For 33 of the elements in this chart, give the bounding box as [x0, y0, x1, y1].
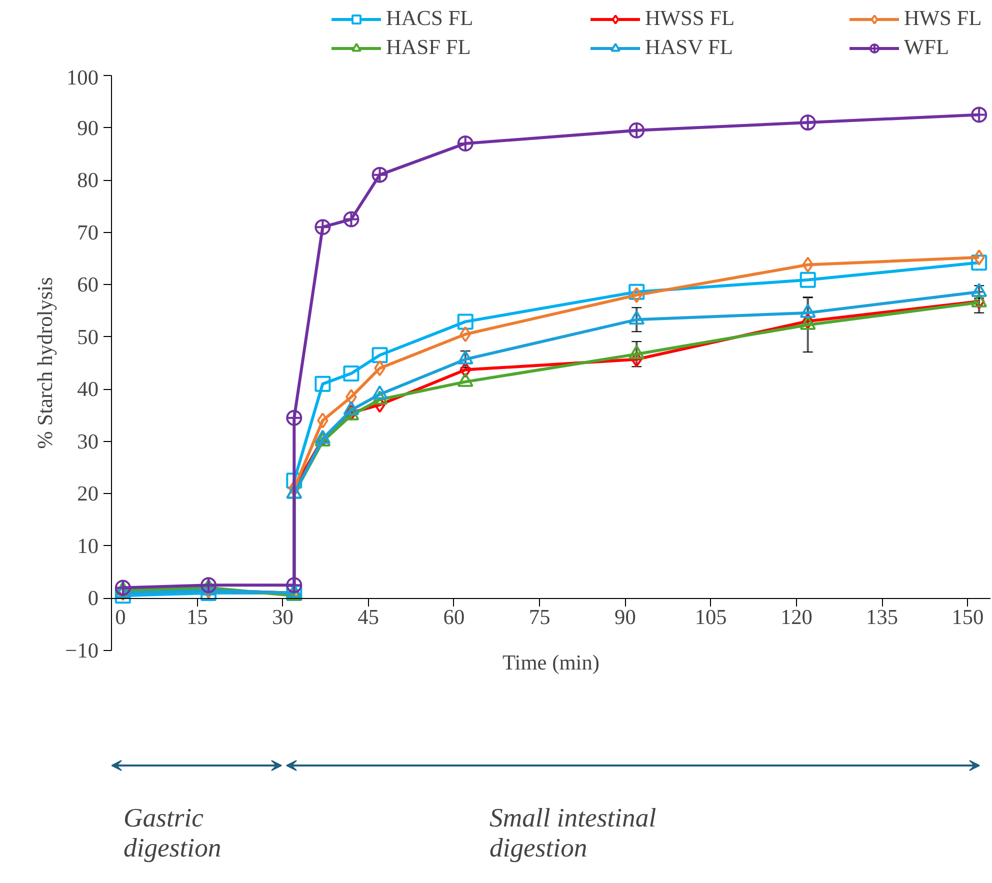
x-tick-label: 90 [614, 605, 636, 630]
y-tick-label: −10 [65, 638, 99, 662]
y-tick-label: 90 [77, 116, 98, 140]
legend-label: HWS FL [904, 6, 983, 31]
y-tick-label: 40 [77, 377, 98, 402]
legend-label: WFL [904, 35, 950, 60]
legend-label: HWSS FL [645, 6, 736, 31]
y-tick-label: 30 [77, 429, 98, 454]
y-tick-label: 0 [88, 586, 99, 610]
y-tick-label: 60 [77, 272, 98, 297]
y-tick-label: 100 [66, 66, 99, 90]
y-tick-label: 10 [77, 534, 98, 558]
x-tick-label: 135 [866, 605, 898, 630]
x-tick-label: 45 [358, 605, 380, 630]
x-tick-label: 150 [952, 605, 984, 630]
text: Gastric digestion [124, 802, 222, 862]
x-tick-label: 0 [115, 605, 126, 630]
x-axis-title: Time (min) [502, 650, 600, 674]
legend-label: HACS FL [386, 6, 474, 31]
x-tick-label: 75 [528, 605, 550, 630]
x-tick-label: 60 [443, 605, 465, 630]
x-tick-label: 105 [694, 605, 727, 630]
y-tick-label: 20 [77, 482, 98, 506]
x-tick-label: 15 [186, 605, 208, 630]
text: Small intestinal digestion [490, 802, 656, 862]
legend-label: HASV FL [645, 35, 734, 60]
y-tick-label: 70 [77, 220, 98, 244]
y-tick-label: 50 [77, 324, 98, 349]
x-tick-label: 30 [272, 605, 294, 630]
y-tick-label: 80 [77, 168, 98, 192]
y-axis-title: % Starch hydrolysis [33, 277, 58, 449]
legend-label: HASF FL [386, 35, 472, 60]
x-tick-label: 120 [780, 605, 812, 630]
